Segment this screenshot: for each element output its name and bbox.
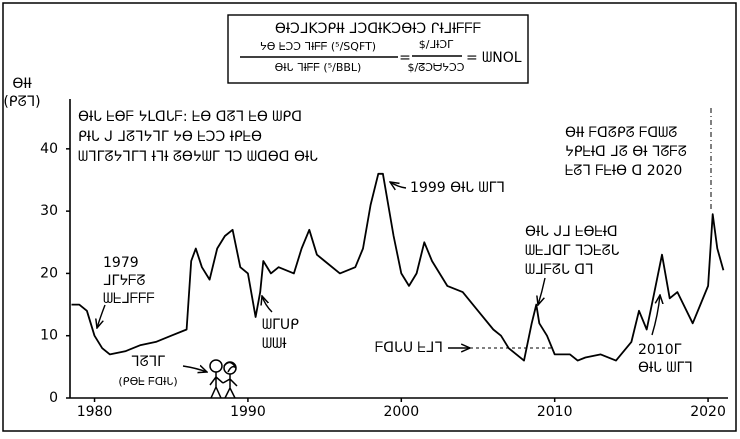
y-axis-label: (ᑭᘔᒣ) [3,94,40,110]
annotation: ᔭᑭᖶƗᗡ ᒧᘔ ƟƗ ᒣᘔᖴᘔ [565,144,687,160]
chart-title: ƟƗƆᒧKƆᑭƗƗ ᒧƆᗡƗKƆƟƗƆ ᒋƗᒧƗᖴᖴᖴ [275,21,481,37]
y-axis-label: ƟƗƗ [12,76,32,92]
arrow [262,296,273,313]
formula-numerator: $/ᒧƗƆᒥ [419,38,454,51]
formula-denominator: $/ᘔƆᗨᔭƆƆ [407,61,464,74]
annotation: ᗯᒧᖴᘔᒐ ᗡᒣ [525,262,594,278]
arrow [182,366,207,372]
annotation: (ᑭƟᖶ ᖴᗡƗᒐ) [118,375,177,388]
annotation: ƟƗᒐ ᖶƟᖴ ᔭᒪᗡᒐᖴ: ᖶƟ ᗡᘔᒣ ᖶƟ ᗯᑭᗡ [78,109,302,125]
annotation: ᗯᒥᑌᑭ [262,317,299,333]
arrow [538,277,546,305]
y-tick-label: 0 [49,390,58,406]
formula-result: = ᗯNOL [466,50,522,66]
arrow [651,295,660,336]
annotation: ᗯᖶᒧᗡᒥ ᒣƆᖶᘔᒐ [525,243,620,259]
formula-box [227,14,529,84]
x-tick-label: 1990 [230,404,266,420]
formula-numerator: ᔭƟ ᖶƆƆ ᒣƗᖴᖴ (⁵/SQFT) [260,40,376,53]
y-tick-label: 10 [40,328,58,344]
annotation: 1979 [103,255,139,271]
x-tick-label: 2010 [537,404,573,420]
annotation: ᑭƗᒐ ᒍ ᒧᘔᒣᔭᒣᒥ ᔭƟ ᖶƆƆ ƗᑭᖶƟ [78,129,262,145]
annotation: 1999 ƟƗᒐ ᗯᒥᒣ [410,180,505,196]
annotation: ᗯᖶᒧᖴᖴᖴ [103,291,155,307]
y-tick-label: 20 [40,265,58,281]
arrow [97,304,106,328]
y-tick-label: 40 [40,141,58,157]
y-tick-label: 30 [40,203,58,219]
formula-denominator: ƟƗᒐ ᒣƗᖴᖴ (⁵/BBL) [275,61,362,74]
x-tick-label: 2020 [690,404,726,420]
x-tick-label: 1980 [77,404,113,420]
annotation: ᖶᘔᒣ ᖴᖶƗƟ ᗡ 2020 [565,163,682,179]
annotation: ᖴᗡᒐᑌ ᖶᒧᒣ [375,340,443,356]
annotation: ƟƗᒐ ᗯᒥᒣ [638,360,693,376]
annotation: ᒣᘔᒣᒥ [131,354,165,370]
annotation: 2010ᒥ [638,342,682,358]
stick-figures [209,359,238,399]
arrow [390,182,407,188]
formula-equals: = [399,50,411,66]
annotation: ᒧᒥᔭᖴᘔ [103,273,145,289]
annotation: ᗯᒣᒥᘔᔭᒣᒥᒣ ƗᒣƗ ᘔƟᔭᗯᒥ ᒣƆ ᗯᗡƟᗡ ƟƗᒐ [78,149,318,165]
panel-border [2,2,737,432]
annotation: ƟƗᒐ ᒍᒧ ᖶƟᖶƗᗡ [525,224,618,240]
annotation: ƟƗƗ ᖴᗡᘔᑭᘔ ᖴᗡᗯᘔ [565,125,677,141]
data-line [71,172,725,362]
annotation: ᗯᗯƗ [262,336,287,352]
x-tick-label: 2000 [383,404,419,420]
